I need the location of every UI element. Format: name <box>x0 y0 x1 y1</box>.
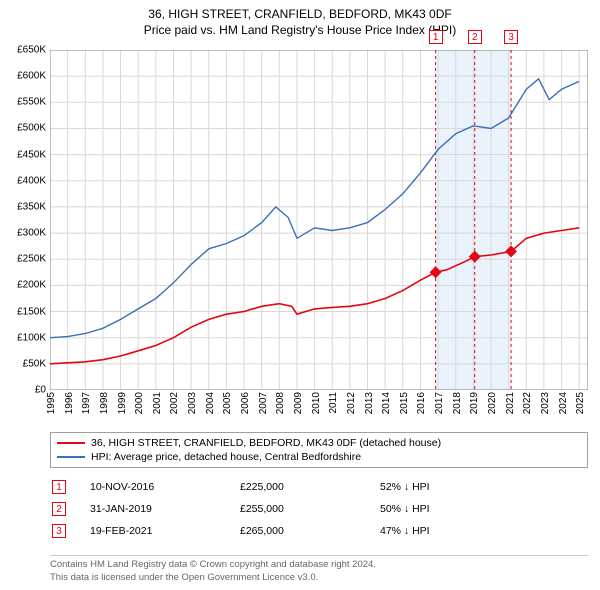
event-marker: 2 <box>468 30 482 44</box>
plot-svg <box>50 50 588 390</box>
y-tick-label: £0 <box>35 385 46 396</box>
legend-label: 36, HIGH STREET, CRANFIELD, BEDFORD, MK4… <box>91 437 441 449</box>
x-tick-label: 2005 <box>222 392 233 414</box>
y-tick-label: £150K <box>17 306 46 317</box>
footer-line-2: This data is licensed under the Open Gov… <box>50 572 588 584</box>
sale-price: £265,000 <box>240 525 380 537</box>
sale-delta: 52% ↓ HPI <box>380 481 588 493</box>
sale-date: 19-FEB-2021 <box>90 525 240 537</box>
x-tick-label: 2006 <box>240 392 251 414</box>
x-tick-label: 2025 <box>575 392 586 414</box>
x-tick-label: 2004 <box>205 392 216 414</box>
plot-area: 123 <box>50 50 588 390</box>
x-tick-label: 2011 <box>328 392 339 414</box>
y-tick-label: £350K <box>17 201 46 212</box>
event-marker: 1 <box>429 30 443 44</box>
sale-price: £225,000 <box>240 481 380 493</box>
sale-delta: 47% ↓ HPI <box>380 525 588 537</box>
y-tick-label: £500K <box>17 123 46 134</box>
x-tick-label: 2002 <box>169 392 180 414</box>
x-tick-label: 1995 <box>46 392 57 414</box>
x-tick-label: 2000 <box>134 392 145 414</box>
sale-marker: 2 <box>52 502 66 516</box>
y-tick-label: £250K <box>17 254 46 265</box>
sale-price: £255,000 <box>240 503 380 515</box>
sale-date: 10-NOV-2016 <box>90 481 240 493</box>
x-tick-label: 2013 <box>364 392 375 414</box>
x-tick-label: 1997 <box>81 392 92 414</box>
sale-row: 1 10-NOV-2016£225,00052% ↓ HPI <box>50 476 588 498</box>
sale-marker: 1 <box>52 480 66 494</box>
sale-date: 31-JAN-2019 <box>90 503 240 515</box>
y-tick-label: £200K <box>17 280 46 291</box>
x-tick-label: 2017 <box>434 392 445 414</box>
y-tick-label: £450K <box>17 149 46 160</box>
x-tick-label: 2024 <box>558 392 569 414</box>
x-tick-label: 2012 <box>346 392 357 414</box>
footer-note: Contains HM Land Registry data © Crown c… <box>50 555 588 584</box>
x-tick-label: 2010 <box>311 392 322 414</box>
x-tick-label: 2007 <box>258 392 269 414</box>
legend: 36, HIGH STREET, CRANFIELD, BEDFORD, MK4… <box>50 432 588 468</box>
x-tick-label: 2018 <box>452 392 463 414</box>
sales-table: 1 10-NOV-2016£225,00052% ↓ HPI 2 31-JAN-201… <box>50 476 588 542</box>
y-tick-label: £600K <box>17 71 46 82</box>
x-tick-label: 2014 <box>381 392 392 414</box>
chart-container: 36, HIGH STREET, CRANFIELD, BEDFORD, MK4… <box>0 0 600 590</box>
sale-row: 2 31-JAN-2019£255,00050% ↓ HPI <box>50 498 588 520</box>
footer-line-1: Contains HM Land Registry data © Crown c… <box>50 559 588 571</box>
x-tick-label: 1996 <box>64 392 75 414</box>
legend-row: HPI: Average price, detached house, Cent… <box>57 450 581 464</box>
sale-marker: 3 <box>52 524 66 538</box>
y-tick-label: £550K <box>17 97 46 108</box>
x-tick-label: 1999 <box>117 392 128 414</box>
x-tick-label: 2021 <box>505 392 516 414</box>
x-tick-label: 1998 <box>99 392 110 414</box>
x-tick-label: 2015 <box>399 392 410 414</box>
x-tick-label: 2020 <box>487 392 498 414</box>
x-tick-label: 2008 <box>275 392 286 414</box>
y-tick-label: £650K <box>17 45 46 56</box>
y-tick-label: £100K <box>17 332 46 343</box>
y-tick-label: £300K <box>17 228 46 239</box>
sale-row: 3 19-FEB-2021£265,00047% ↓ HPI <box>50 520 588 542</box>
y-axis: £0£50K£100K£150K£200K£250K£300K£350K£400… <box>0 50 48 390</box>
x-tick-label: 2009 <box>293 392 304 414</box>
sale-delta: 50% ↓ HPI <box>380 503 588 515</box>
y-tick-label: £400K <box>17 175 46 186</box>
x-tick-label: 2003 <box>187 392 198 414</box>
event-marker: 3 <box>504 30 518 44</box>
x-tick-label: 2001 <box>152 392 163 414</box>
legend-label: HPI: Average price, detached house, Cent… <box>91 451 361 463</box>
x-axis: 1995199619971998199920002001200220032004… <box>50 392 588 432</box>
x-tick-label: 2019 <box>469 392 480 414</box>
legend-swatch <box>57 442 85 444</box>
title-line-1: 36, HIGH STREET, CRANFIELD, BEDFORD, MK4… <box>0 6 600 22</box>
y-tick-label: £50K <box>23 358 46 369</box>
legend-row: 36, HIGH STREET, CRANFIELD, BEDFORD, MK4… <box>57 436 581 450</box>
x-tick-label: 2023 <box>540 392 551 414</box>
x-tick-label: 2016 <box>416 392 427 414</box>
legend-swatch <box>57 456 85 458</box>
x-tick-label: 2022 <box>522 392 533 414</box>
